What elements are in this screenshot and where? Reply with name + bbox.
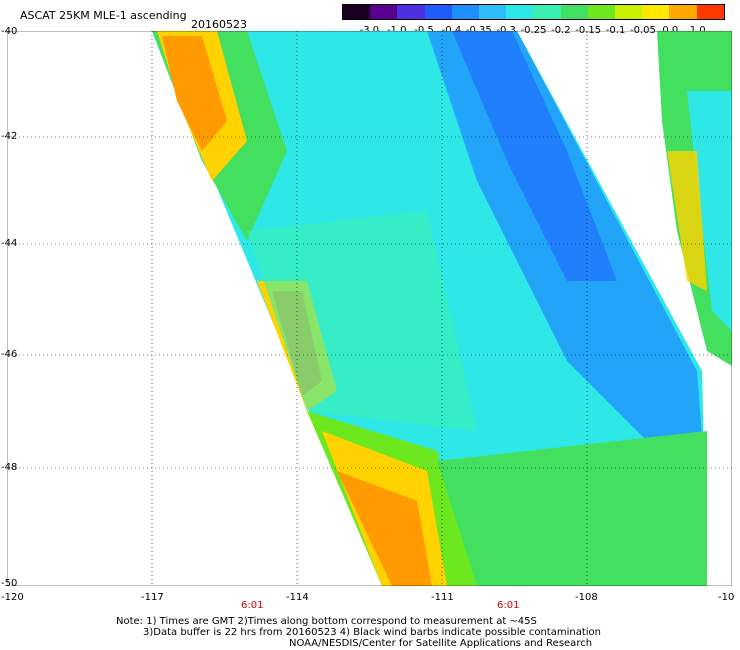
colorbar-tick-label: -0.25 (520, 25, 547, 36)
y-tick-label: -50 (1, 578, 18, 589)
colorbar-tick-label: -0.5 (414, 25, 434, 36)
x-tick-label: -114 (286, 592, 309, 603)
y-tick-label: -48 (1, 462, 18, 473)
x-tick-label: -111 (431, 592, 454, 603)
y-tick-label: -42 (1, 131, 18, 142)
colorbar-segment (560, 5, 588, 19)
colorbar-segment (397, 5, 425, 19)
satellite-swath-left (152, 31, 707, 586)
colorbar-segment (451, 5, 480, 19)
time-label: 6:01 (497, 600, 520, 611)
note-line-2: 3)Data buffer is 22 hrs from 20160523 4)… (143, 627, 601, 638)
x-tick-label: -10 (718, 592, 735, 603)
note-line-3: NOAA/NESDIS/Center for Satellite Applica… (289, 638, 593, 649)
y-tick-label: -44 (1, 238, 18, 249)
colorbar-segment (479, 5, 507, 19)
colorbar-segment (642, 5, 670, 19)
map-title: ASCAT 25KM MLE-1 ascending (20, 9, 187, 22)
colorbar-segment (669, 5, 697, 19)
y-tick-label: -40 (1, 26, 18, 37)
colorbar-tick-label: 0.0 (662, 25, 679, 36)
colorbar-segment (533, 5, 561, 19)
x-tick-label: -117 (141, 592, 164, 603)
x-tick-label: -120 (1, 592, 24, 603)
colorbar-tick-label: -0.3 (496, 25, 516, 36)
map-gridlines (7, 31, 732, 586)
map-plot (7, 31, 732, 586)
map-date: 20160523 (191, 18, 247, 31)
colorbar-tick-label: -0.35 (465, 25, 492, 36)
colorbar-segment (506, 5, 534, 19)
colorbar-tick-label: -0.4 (441, 25, 462, 36)
colorbar-segment (343, 5, 371, 19)
colorbar-segment (696, 5, 724, 19)
colorbar-tick-label: -0.1 (605, 25, 626, 36)
x-tick-label: -108 (575, 592, 598, 603)
colorbar-tick-label: -0.15 (575, 25, 602, 36)
y-tick-label: -46 (1, 349, 18, 360)
colorbar-tick-label: -0.2 (551, 25, 571, 36)
colorbar-segment (587, 5, 616, 19)
satellite-swath-right (657, 31, 732, 366)
colorbar-segment (424, 5, 452, 19)
colorbar-segment (615, 5, 643, 19)
colorbar (342, 4, 725, 20)
note-line-1: Note: 1) Times are GMT 2)Times along bot… (116, 616, 537, 627)
colorbar-tick-label: -0.05 (629, 25, 656, 36)
colorbar-tick-label: -3.0 (359, 25, 380, 36)
colorbar-tick-label: 1.0 (689, 25, 706, 36)
colorbar-segment (370, 5, 398, 19)
time-label: 6:01 (241, 600, 264, 611)
colorbar-tick-label: -1.0 (386, 25, 407, 36)
